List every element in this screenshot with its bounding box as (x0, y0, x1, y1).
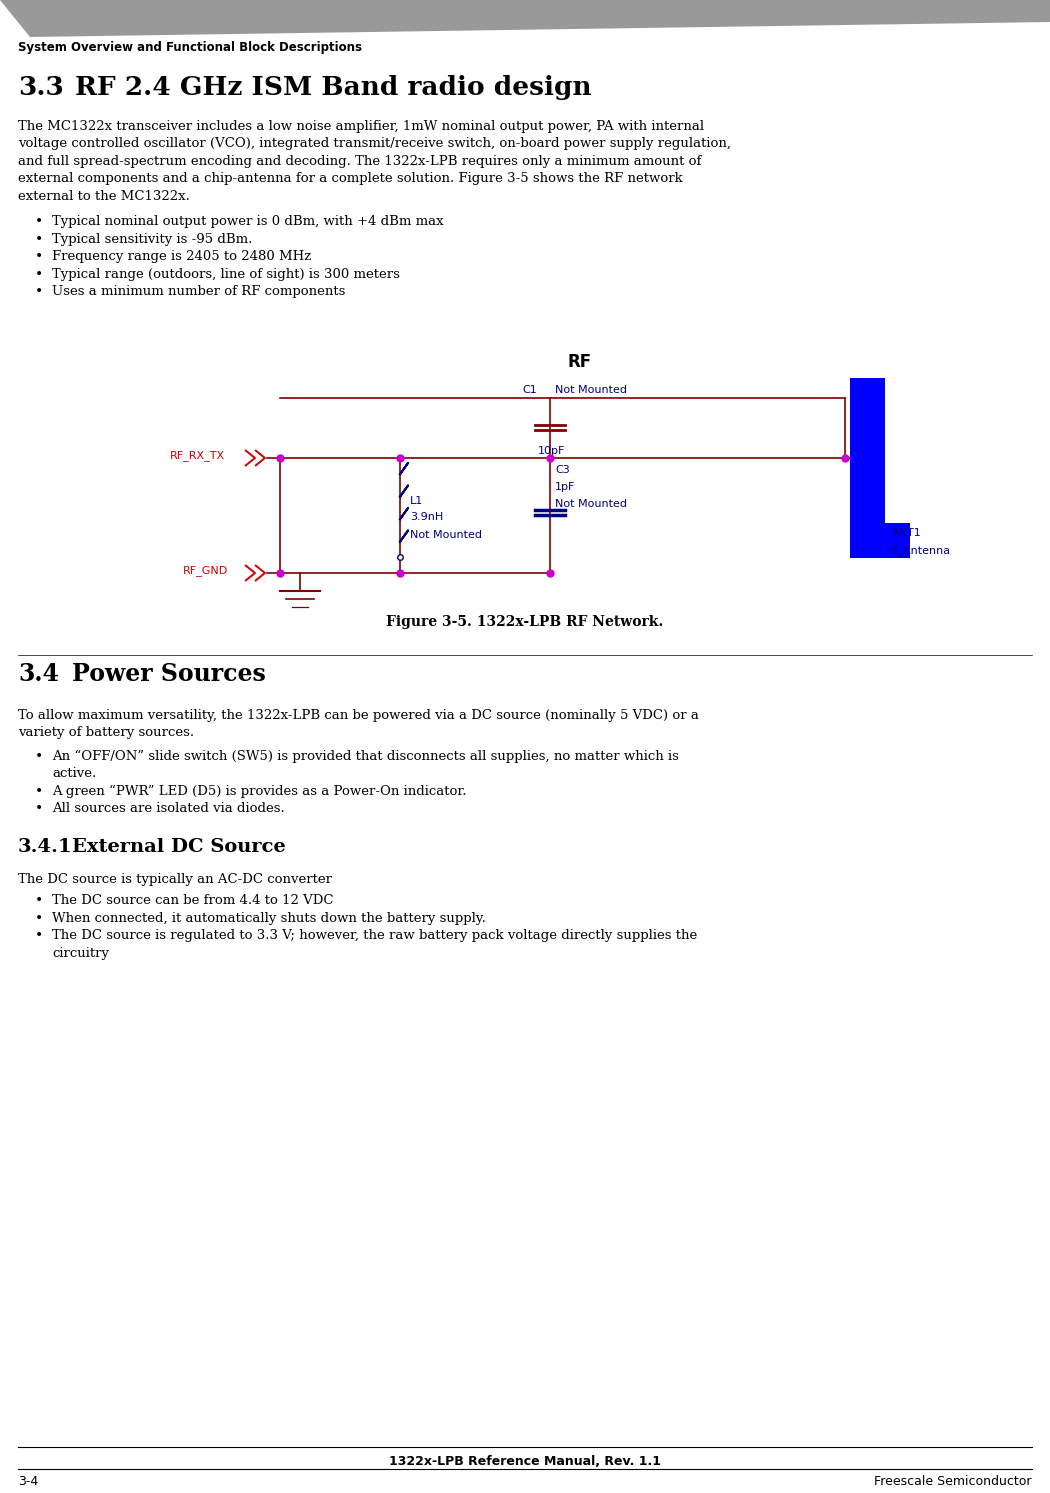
Text: voltage controlled oscillator (VCO), integrated transmit/receive switch, on-boar: voltage controlled oscillator (VCO), int… (18, 137, 731, 151)
Text: System Overview and Functional Block Descriptions: System Overview and Functional Block Des… (18, 40, 362, 54)
Text: •: • (35, 269, 43, 282)
Text: •: • (35, 233, 43, 246)
Text: 3-4: 3-4 (18, 1475, 38, 1489)
Text: •: • (35, 251, 43, 264)
Text: •: • (35, 912, 43, 926)
Text: ANT1: ANT1 (892, 529, 922, 537)
Text: RF_GND: RF_GND (183, 566, 228, 576)
Text: RF: RF (568, 352, 592, 370)
Text: Frequency range is 2405 to 2480 MHz: Frequency range is 2405 to 2480 MHz (52, 251, 311, 263)
Text: Typical sensitivity is -95 dBm.: Typical sensitivity is -95 dBm. (52, 233, 252, 246)
Text: •: • (35, 285, 43, 300)
Text: Typical nominal output power is 0 dBm, with +4 dBm max: Typical nominal output power is 0 dBm, w… (52, 215, 443, 228)
Text: All sources are isolated via diodes.: All sources are isolated via diodes. (52, 803, 285, 815)
Text: •: • (35, 930, 43, 944)
Text: When connected, it automatically shuts down the battery supply.: When connected, it automatically shuts d… (52, 912, 486, 926)
Text: Freescale Semiconductor: Freescale Semiconductor (875, 1475, 1032, 1489)
Text: Typical range (outdoors, line of sight) is 300 meters: Typical range (outdoors, line of sight) … (52, 269, 400, 281)
Text: A green “PWR” LED (D5) is provides as a Power-On indicator.: A green “PWR” LED (D5) is provides as a … (52, 785, 466, 799)
Text: variety of battery sources.: variety of battery sources. (18, 727, 194, 739)
Text: The DC source is regulated to 3.3 V; however, the raw battery pack voltage direc: The DC source is regulated to 3.3 V; how… (52, 930, 697, 942)
Polygon shape (0, 0, 1050, 37)
Text: Not Mounted: Not Mounted (555, 385, 627, 396)
Text: External DC Source: External DC Source (72, 838, 286, 855)
Text: The MC1322x transceiver includes a low noise amplifier, 1mW nominal output power: The MC1322x transceiver includes a low n… (18, 119, 705, 133)
Text: •: • (35, 803, 43, 817)
Text: •: • (35, 785, 43, 799)
Text: and full spread-spectrum encoding and decoding. The 1322x-LPB requires only a mi: and full spread-spectrum encoding and de… (18, 155, 701, 169)
Text: 3.4: 3.4 (18, 661, 59, 685)
Text: active.: active. (52, 767, 97, 781)
Text: C3: C3 (555, 464, 570, 475)
Text: •: • (35, 894, 43, 909)
Text: 1322x-LPB Reference Manual, Rev. 1.1: 1322x-LPB Reference Manual, Rev. 1.1 (388, 1456, 662, 1468)
Text: RF 2.4 GHz ISM Band radio design: RF 2.4 GHz ISM Band radio design (75, 75, 591, 100)
Text: F_Antenna: F_Antenna (892, 545, 951, 555)
Text: 3.9nH: 3.9nH (410, 512, 443, 523)
Text: 1pF: 1pF (555, 482, 575, 493)
Text: 3.3: 3.3 (18, 75, 64, 100)
Text: Uses a minimum number of RF components: Uses a minimum number of RF components (52, 285, 345, 299)
Text: 10pF: 10pF (538, 446, 565, 455)
Bar (850, 523, 910, 558)
Text: external to the MC1322x.: external to the MC1322x. (18, 190, 190, 203)
Text: Figure 3-5. 1322x-LPB RF Network.: Figure 3-5. 1322x-LPB RF Network. (386, 615, 664, 629)
Text: Not Mounted: Not Mounted (410, 530, 482, 539)
Bar (850, 378, 885, 523)
Text: Not Mounted: Not Mounted (555, 499, 627, 509)
Text: circuitry: circuitry (52, 947, 109, 960)
Text: C1: C1 (522, 385, 537, 396)
Text: 3.4.1: 3.4.1 (18, 838, 72, 855)
Text: •: • (35, 215, 43, 230)
Text: RF_RX_TX: RF_RX_TX (170, 451, 225, 461)
Text: The DC source can be from 4.4 to 12 VDC: The DC source can be from 4.4 to 12 VDC (52, 894, 334, 908)
Text: The DC source is typically an AC-DC converter: The DC source is typically an AC-DC conv… (18, 873, 332, 885)
Text: •: • (35, 749, 43, 764)
Text: An “OFF/ON” slide switch (SW5) is provided that disconnects all supplies, no mat: An “OFF/ON” slide switch (SW5) is provid… (52, 749, 679, 763)
Text: To allow maximum versatility, the 1322x-LPB can be powered via a DC source (nomi: To allow maximum versatility, the 1322x-… (18, 709, 699, 723)
Text: L1: L1 (410, 496, 423, 506)
Text: external components and a chip-antenna for a complete solution. Figure 3-5 shows: external components and a chip-antenna f… (18, 173, 682, 185)
Text: Power Sources: Power Sources (72, 661, 266, 685)
